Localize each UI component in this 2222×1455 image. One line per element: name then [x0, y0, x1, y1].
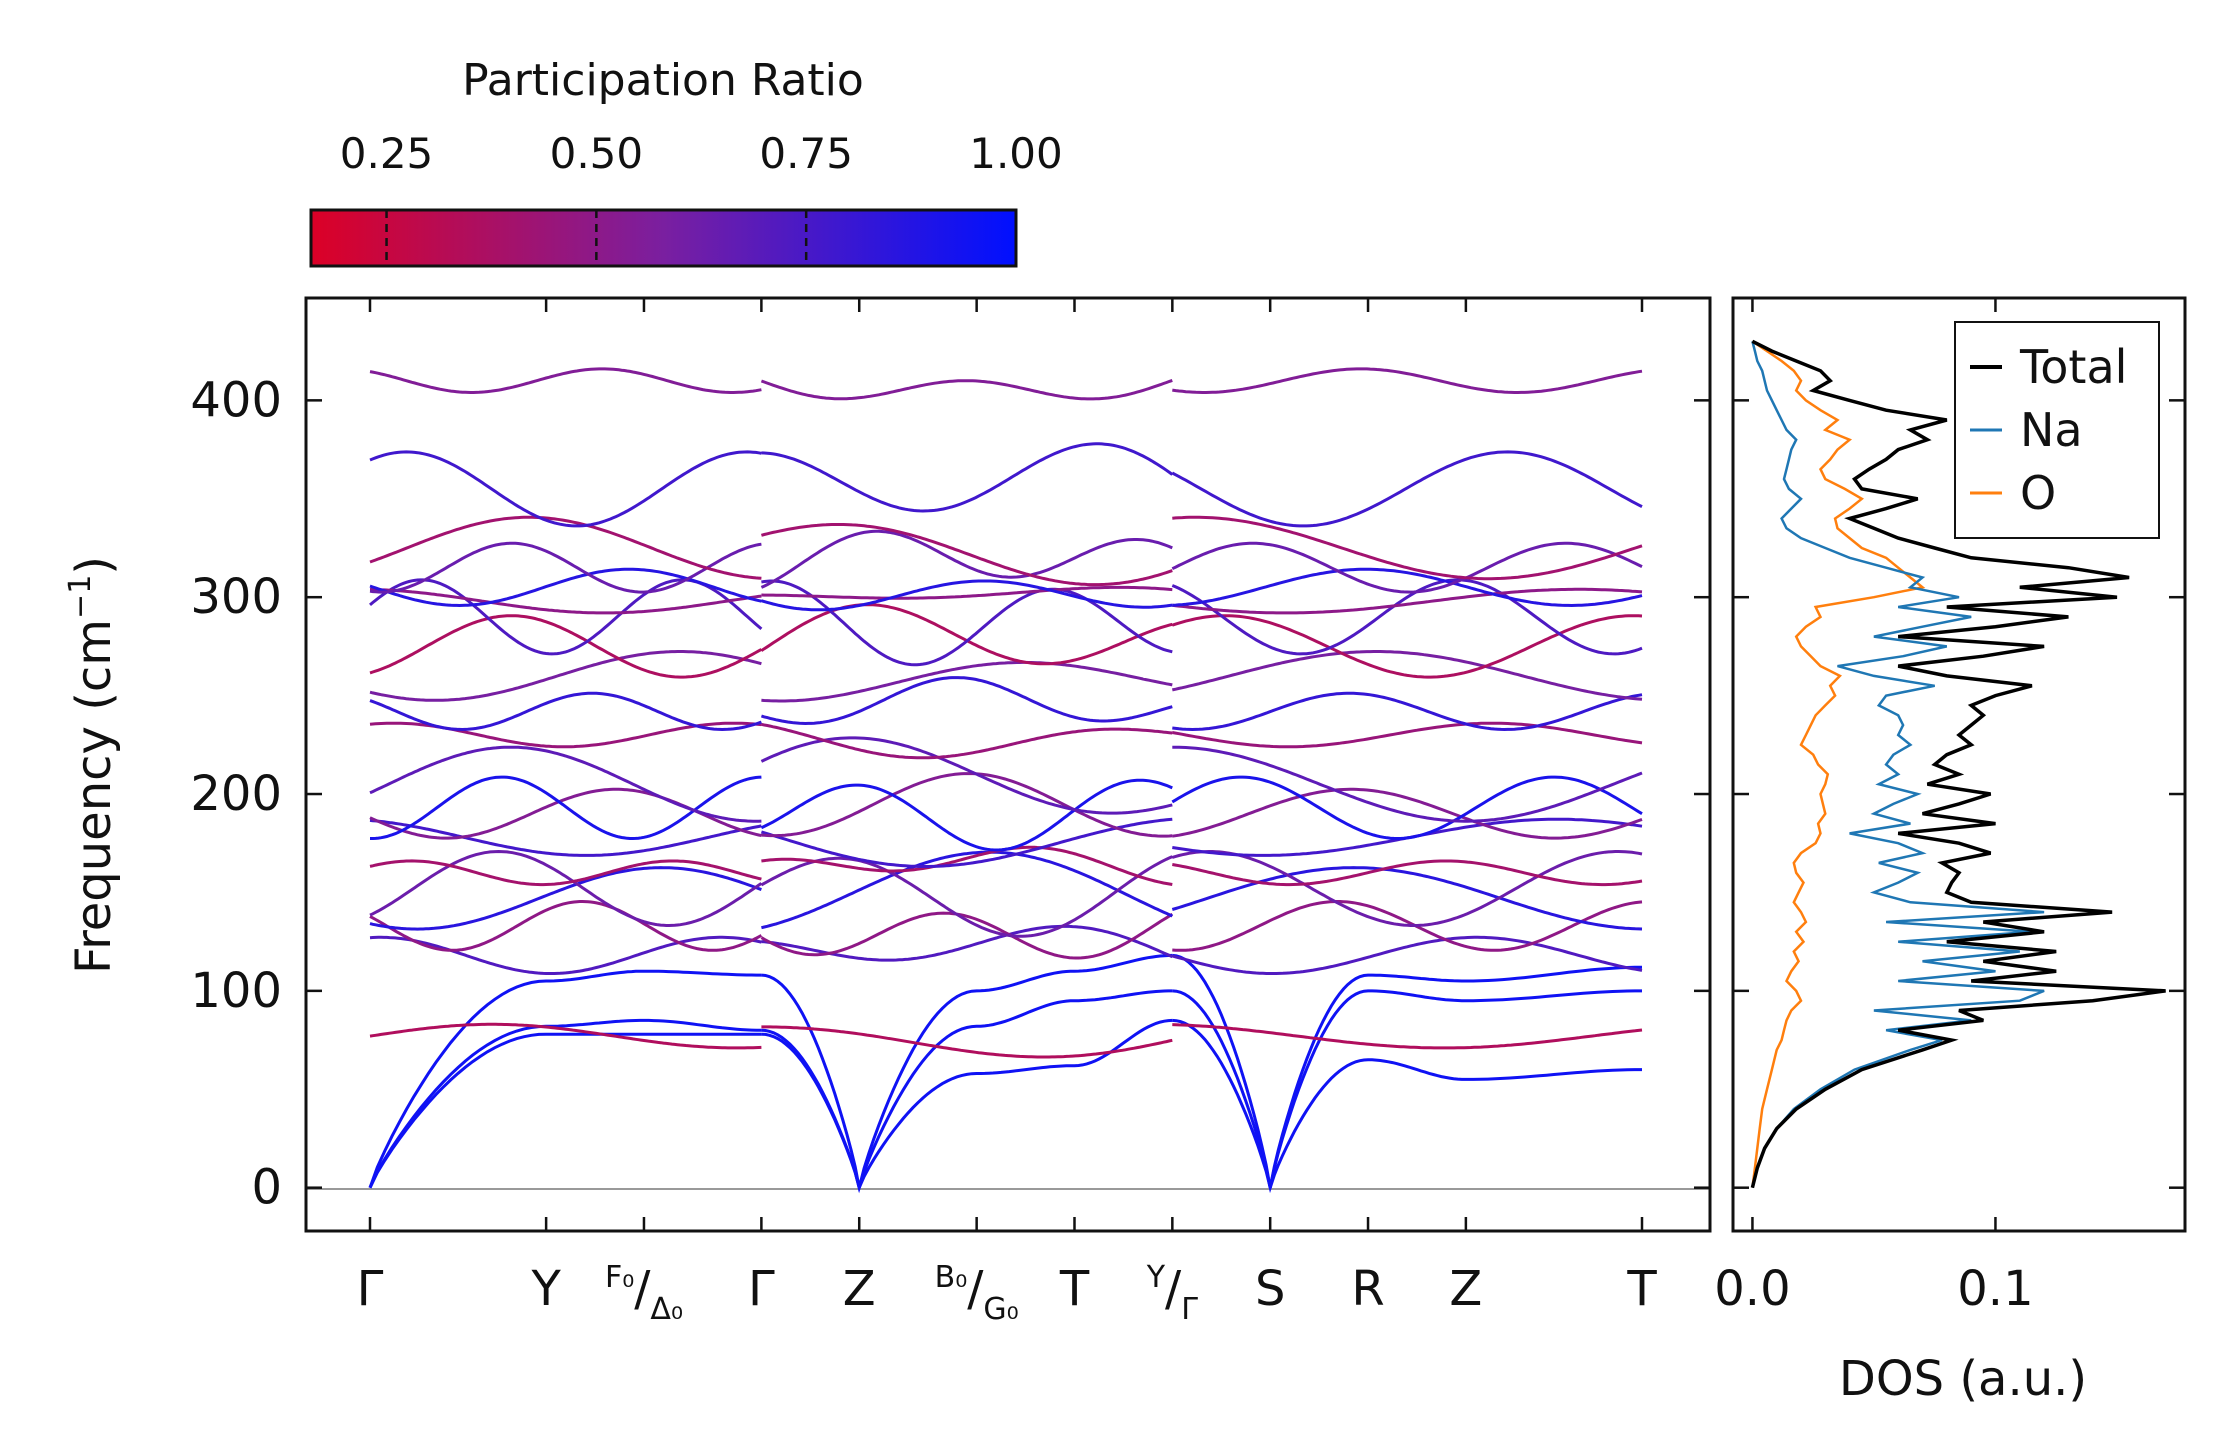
dos-x-axis-label: DOS (a.u.)	[1839, 1351, 2087, 1407]
optical-branch	[1172, 868, 1642, 929]
dos-x-tick-label: 0.0	[1714, 1261, 1790, 1317]
optical-branch	[761, 780, 1172, 850]
kpath-label: Y/Γ	[1146, 1260, 1199, 1327]
optical-branch	[370, 747, 761, 821]
optical-branch	[370, 580, 761, 654]
optical-branch	[761, 738, 1172, 813]
kpath-label: Z	[1449, 1261, 1482, 1317]
optical-branch	[370, 1024, 761, 1048]
kpath-label: Y	[530, 1261, 561, 1317]
colorbar-tick-label: 0.25	[340, 129, 434, 178]
optical-branch	[1172, 1025, 1642, 1048]
optical-branch	[761, 857, 1172, 937]
y-tick-label: 200	[190, 766, 282, 822]
kpath-labels: Γ Y F₀/Δ₀ Γ Z B₀/G₀ T Y/Γ S R Z T	[357, 1260, 1658, 1327]
y-tick-label: 100	[190, 963, 282, 1019]
optical-branch	[370, 369, 761, 393]
band-frame	[306, 298, 1710, 1231]
band-structure-panel: Γ Y F₀/Δ₀ Γ Z B₀/G₀ T Y/Γ S R Z T 0 100 200 300 400 Fre…	[63, 298, 1710, 1327]
optical-branch	[370, 569, 761, 605]
optical-branch	[1172, 517, 1642, 578]
optical-branch	[761, 1027, 1172, 1057]
y-axis-label-superscript: −1	[63, 575, 98, 619]
legend-label-total: Total	[2019, 340, 2127, 394]
kpath-label: Γ	[748, 1261, 775, 1317]
optical-branch	[761, 444, 1172, 511]
optical-branch	[761, 525, 1172, 585]
optical-branch	[1172, 747, 1642, 821]
colorbar-tick-label: 1.00	[969, 129, 1063, 178]
phonon-figure: Participation Ratio 0.25 0.50 0.75 1.00 ΓYF…	[0, 0, 2222, 1455]
colorbar-gradient	[311, 210, 1016, 266]
dos-panel: 0.0 0.1 DOS (a.u.) Total Na O	[1714, 298, 2185, 1407]
y-tick-label: 400	[190, 372, 282, 428]
kpath-label: T	[1626, 1261, 1657, 1317]
optical-branch	[761, 587, 1172, 598]
colorbar-tick-label: 0.50	[550, 129, 644, 178]
colorbar-tick-label: 0.75	[759, 129, 853, 178]
acoustic-branch	[761, 1020, 1172, 1187]
optical-branch	[761, 605, 1172, 664]
dos-x-tick-labels: 0.0 0.1	[1714, 1261, 2033, 1317]
optical-branch	[761, 774, 1172, 837]
optical-branch	[1172, 569, 1642, 605]
acoustic-branch	[761, 991, 1172, 1188]
kpath-label: S	[1255, 1261, 1285, 1317]
y-tick-label: 300	[190, 569, 282, 625]
acoustic-branch	[370, 971, 761, 1187]
colorbar: Participation Ratio 0.25 0.50 0.75 1.00	[311, 55, 1063, 266]
optical-branch	[1172, 452, 1642, 526]
optical-branch	[761, 581, 1172, 665]
optical-branch	[1172, 852, 1642, 926]
phonon-branches	[370, 369, 1642, 1188]
optical-branch	[761, 380, 1172, 399]
optical-branch	[370, 589, 761, 613]
optical-branch	[1172, 723, 1642, 747]
kpath-label: R	[1351, 1261, 1384, 1317]
dos-curve-o	[1752, 341, 1922, 1187]
optical-branch	[761, 662, 1172, 701]
y-axis-label: Frequency (cm−1)	[63, 556, 122, 974]
colorbar-title: Participation Ratio	[462, 55, 864, 106]
acoustic-branch	[761, 955, 1172, 1187]
kpath-label: Γ	[357, 1261, 384, 1317]
band-axis-ticks	[306, 298, 1710, 1231]
optical-branch	[1172, 369, 1642, 393]
kpath-label: B₀/G₀	[935, 1260, 1019, 1327]
kpath-label: T	[1059, 1261, 1090, 1317]
acoustic-branch	[370, 1034, 761, 1188]
optical-branch	[1172, 777, 1642, 838]
optical-branch	[761, 678, 1172, 724]
kpath-label: Z	[843, 1261, 876, 1317]
optical-branch	[1172, 693, 1642, 729]
dos-x-tick-label: 0.1	[1957, 1261, 2033, 1317]
y-tick-label: 0	[251, 1160, 282, 1216]
optical-branch	[370, 937, 761, 973]
optical-branch	[761, 724, 1172, 757]
optical-branch	[761, 531, 1172, 587]
optical-branch	[370, 452, 761, 526]
optical-branch	[1172, 616, 1642, 677]
legend-label-na: Na	[2020, 403, 2083, 457]
dos-legend: Total Na O	[1955, 322, 2159, 538]
kpath-label: F₀/Δ₀	[605, 1260, 683, 1327]
acoustic-branch	[1172, 991, 1642, 1188]
optical-branch	[370, 616, 761, 677]
legend-label-o: O	[2020, 466, 2056, 520]
y-tick-labels: 0 100 200 300 400	[190, 372, 282, 1215]
optical-branch	[1172, 937, 1642, 973]
